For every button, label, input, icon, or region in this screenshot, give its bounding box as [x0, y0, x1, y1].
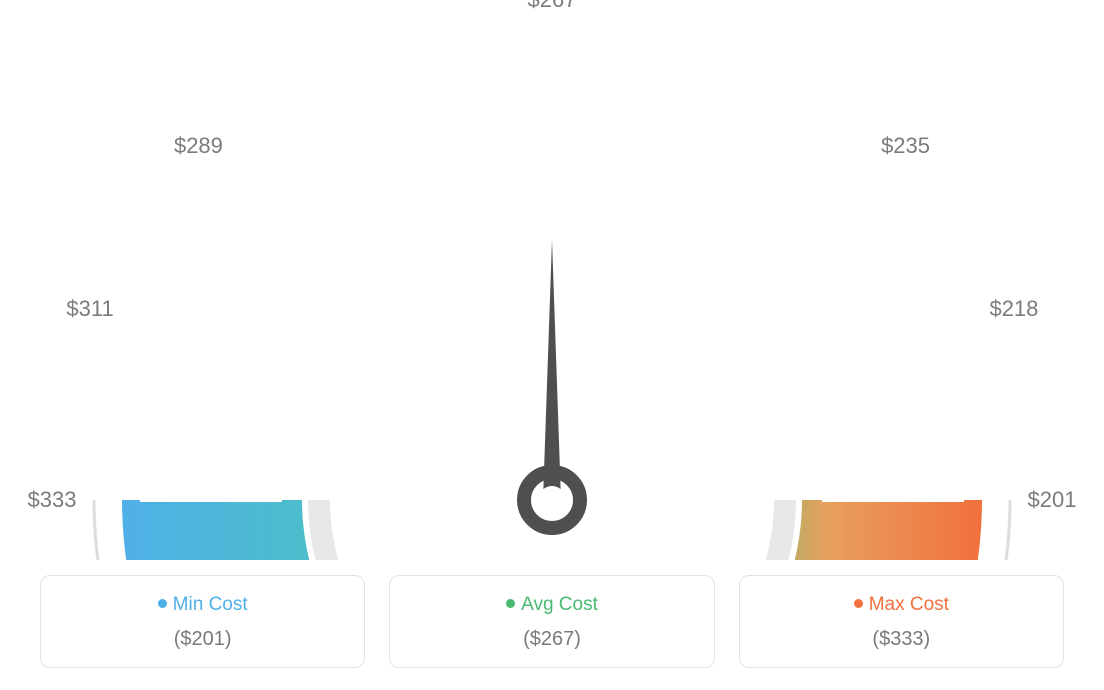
legend-label-max: Max Cost: [750, 594, 1053, 616]
legend-label-text: Min Cost: [173, 594, 248, 615]
legend-label-min: Min Cost: [51, 594, 354, 616]
legend-label-avg: Avg Cost: [400, 594, 703, 616]
gauge-tick-label: $201: [1028, 487, 1077, 513]
dot-icon: [506, 599, 515, 608]
gauge-tick-label: $333: [28, 487, 77, 513]
legend-label-text: Max Cost: [869, 594, 949, 615]
dot-icon: [158, 599, 167, 608]
gauge-tick-label: $218: [989, 296, 1038, 322]
gauge-tick-label: $235: [881, 133, 930, 159]
legend-row: Min Cost ($201) Avg Cost ($267) Max Cost…: [40, 575, 1064, 668]
legend-card-avg: Avg Cost ($267): [389, 575, 714, 668]
gauge-tick-label: $267: [528, 0, 577, 13]
gauge-tick-label: $311: [66, 296, 113, 322]
legend-card-min: Min Cost ($201): [40, 575, 365, 668]
legend-value-avg: ($267): [400, 628, 703, 651]
cost-gauge-widget: $201 $218 $235 $267 $289 $311 $333 Min Cost ($…: [0, 0, 1104, 690]
legend-value-min: ($201): [51, 628, 354, 651]
gauge-tick-label: $289: [174, 133, 223, 159]
legend-value-max: ($333): [750, 628, 1053, 651]
dot-icon: [854, 599, 863, 608]
gauge-chart: $201 $218 $235 $267 $289 $311 $333: [0, 0, 1104, 560]
legend-card-max: Max Cost ($333): [739, 575, 1064, 668]
legend-label-text: Avg Cost: [521, 594, 598, 615]
